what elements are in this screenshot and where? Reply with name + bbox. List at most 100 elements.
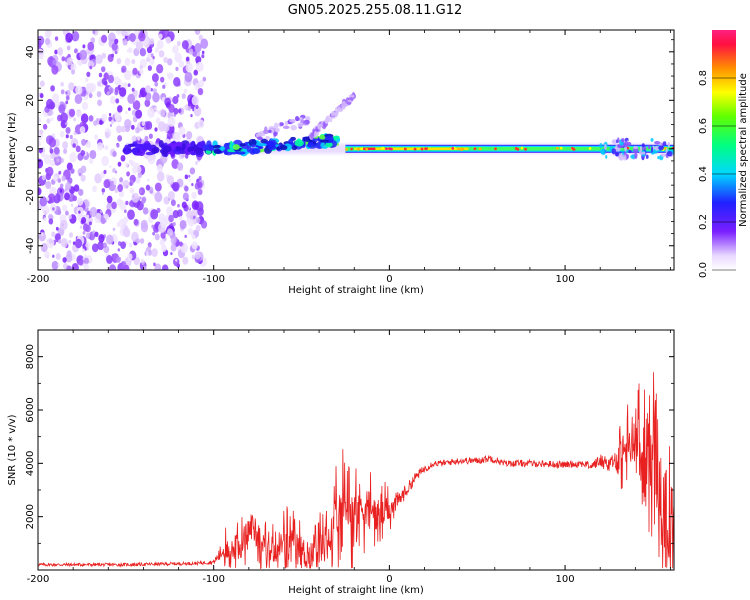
noise-blob [66, 57, 73, 66]
noise-blob [38, 117, 42, 124]
noise-blob [154, 47, 160, 53]
noise-blob [135, 40, 144, 51]
snr-y-label: SNR (10 * v/v) [7, 414, 18, 485]
noise-blob [131, 58, 136, 65]
trace-blob [333, 135, 340, 140]
noise-blob [60, 112, 69, 123]
noise-blob [72, 241, 76, 245]
trace-tail-blob [657, 155, 660, 160]
noise-blob [155, 109, 159, 113]
spectrogram-y-tick-label: 0 [25, 146, 36, 152]
noise-blob [75, 145, 81, 153]
noise-blob [158, 33, 163, 40]
noise-blob [65, 121, 68, 126]
noise-blob [178, 60, 185, 68]
noise-blob [71, 31, 80, 42]
noise-blob [195, 104, 199, 110]
noise-blob [164, 82, 168, 87]
noise-blob [98, 72, 103, 78]
noise-blob [156, 39, 164, 50]
noise-blob [167, 197, 171, 201]
noise-blob [100, 34, 108, 43]
noise-blob [190, 114, 193, 118]
noise-blob [68, 108, 76, 117]
noise-blob [118, 190, 125, 198]
spectrogram-y-tick-label: 40 [25, 45, 36, 58]
trace-blob [206, 147, 215, 151]
noise-blob [46, 196, 50, 201]
noise-blob [172, 181, 180, 192]
trace-peak-dot [451, 147, 455, 150]
trace-tail-blob [599, 143, 603, 149]
noise-blob [52, 207, 55, 211]
noise-blob [139, 47, 147, 57]
noise-blob [145, 251, 149, 256]
noise-blob [161, 244, 167, 252]
noise-blob [125, 200, 129, 206]
trace-peak-dot [555, 146, 559, 150]
noise-blob [141, 197, 146, 204]
noise-blob [104, 145, 109, 151]
noise-blob [163, 56, 168, 64]
noise-blob [71, 69, 75, 75]
noise-blob [130, 160, 135, 167]
noise-blob [128, 242, 133, 248]
noise-blob [159, 108, 166, 117]
noise-blob [174, 132, 181, 141]
noise-blob [72, 143, 76, 148]
trace-tail-blob [639, 146, 643, 151]
noise-blob [178, 216, 183, 221]
spectrogram-x-tick-label: -200 [27, 274, 50, 285]
colorbar-tick-label: 0.8 [698, 70, 709, 86]
noise-blob [50, 85, 55, 92]
noise-blob [173, 107, 179, 115]
noise-blob [197, 181, 203, 189]
noise-blob [100, 217, 106, 225]
noise-blob [198, 34, 204, 41]
trace-blob [251, 148, 261, 154]
snr-x-tick-label: -200 [27, 574, 50, 585]
trace-blob [131, 147, 139, 155]
noise-blob [38, 140, 41, 148]
noise-blob [76, 110, 82, 118]
noise-blob [65, 127, 71, 134]
noise-blob [116, 143, 120, 148]
noise-blob [86, 247, 89, 251]
noise-blob [150, 209, 159, 220]
noise-blob [70, 63, 77, 72]
trace-blob [219, 146, 225, 151]
noise-blob [135, 109, 143, 119]
trace-tail-blob [617, 137, 620, 143]
noise-blob [154, 106, 158, 111]
noise-blob [166, 73, 170, 77]
trace-blob [325, 142, 333, 148]
noise-blob [181, 93, 186, 99]
secondary-trace-blob [324, 118, 329, 125]
snr-x-ticks: -200 -100 0 100 [27, 330, 671, 585]
noise-blob [85, 224, 91, 233]
noise-blob [135, 176, 141, 184]
noise-blob [183, 88, 188, 94]
noise-blob [122, 179, 130, 189]
noise-blob [135, 238, 140, 244]
trace-tail-blob [621, 138, 625, 143]
noise-blob [127, 253, 133, 261]
noise-blob [176, 94, 180, 98]
trace-blob [294, 139, 304, 147]
colorbar-tick-label: 0.4 [698, 166, 709, 182]
noise-blob [85, 140, 92, 148]
trace-peak-dot [345, 148, 349, 151]
secondary-trace-blob [268, 129, 272, 134]
noise-blob [106, 255, 113, 264]
colorbar-tick-label: 0.6 [698, 118, 709, 134]
noise-blob [117, 184, 124, 192]
noise-blob [52, 59, 57, 65]
noise-blob [38, 148, 43, 154]
noise-blob [111, 253, 114, 257]
noise-blob [109, 87, 114, 94]
noise-blob [60, 89, 65, 95]
noise-blob [70, 168, 75, 174]
noise-blob [101, 192, 104, 195]
noise-blob [51, 133, 55, 137]
noise-blob [144, 99, 151, 108]
